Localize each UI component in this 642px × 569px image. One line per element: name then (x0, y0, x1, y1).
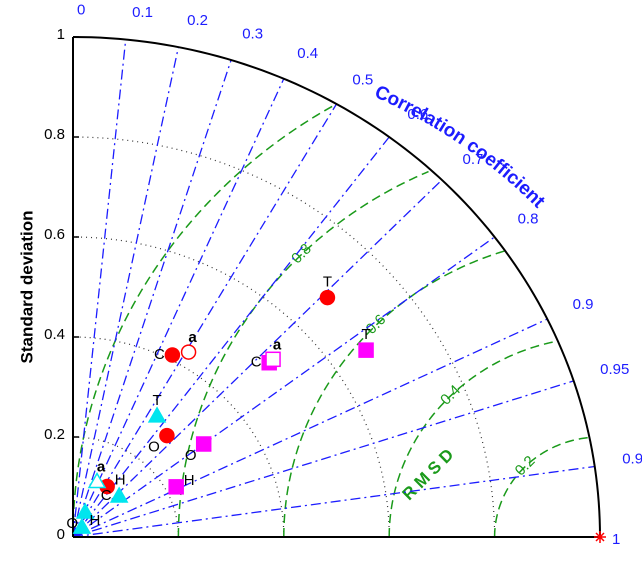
corr-tick-label: 0.5 (352, 71, 373, 88)
data-point (109, 486, 129, 503)
point-label: H (184, 472, 195, 489)
point-label: T (361, 326, 370, 343)
corr-tick-label: 0.1 (132, 4, 153, 21)
corr-grid-line (72, 380, 574, 538)
point-label: T (152, 392, 161, 409)
data-point (319, 289, 336, 306)
corr-grid-line (72, 103, 338, 538)
point-label: O (148, 439, 160, 456)
point-label: a (273, 336, 282, 353)
y-tick-label: 0.6 (44, 226, 65, 243)
corr-grid-line (72, 46, 180, 538)
corr-grid-line (72, 465, 595, 538)
data-point (265, 351, 281, 368)
corr-tick-label: 0.4 (297, 45, 318, 62)
y-tick-label: 0.4 (44, 326, 65, 343)
data-point (195, 436, 212, 452)
corr-tick-label: 0.9 (573, 296, 594, 313)
data-point (168, 479, 184, 495)
corr-axis-label-path: Correlation coefficient (371, 82, 549, 213)
std-grid-arc (72, 136, 496, 538)
corr-grid-line (72, 318, 548, 538)
corr-grid-line (72, 78, 285, 538)
corr-grid-line (72, 39, 127, 538)
corr-tick-label: 0.8 (518, 210, 539, 227)
outer-arc (72, 36, 601, 538)
reference-label: 1 (612, 531, 620, 548)
rmsd-tick-label: 0.8 (288, 240, 315, 267)
y-tick-label: 1 (57, 26, 65, 43)
point-label: a (188, 329, 197, 346)
corr-grid-line (72, 59, 232, 538)
data-point (147, 406, 167, 423)
point-label: C (154, 346, 165, 363)
data-point (358, 342, 374, 358)
y-tick-label: 0.2 (44, 426, 65, 443)
corr-grid-line (72, 179, 443, 538)
data-point (87, 471, 107, 489)
rmsd-arc (493, 436, 590, 538)
corr-tick-label: 0 (77, 1, 85, 18)
corr-tick-label: 0.6 (407, 106, 428, 123)
rmsd-arc (388, 340, 557, 538)
data-point (75, 502, 95, 519)
point-label: O (66, 515, 78, 532)
point-label: C (251, 354, 262, 371)
data-point (72, 517, 92, 534)
corr-grid-line (72, 136, 390, 538)
reference-point (594, 531, 606, 543)
corr-tick-label: 0.95 (600, 361, 629, 378)
point-label: H (115, 471, 126, 488)
corr-tick-label: 0.7 (463, 151, 484, 168)
corr-tick-label: 0.2 (187, 12, 208, 29)
point-label: T (323, 274, 332, 291)
point-label: O (185, 447, 197, 464)
y-axis-label: Standard deviation (17, 210, 36, 363)
y-tick-label: 0.8 (44, 126, 65, 143)
rmsd-arc (283, 250, 506, 538)
rmsd-label: R M S D (399, 445, 458, 504)
data-point (180, 344, 197, 360)
data-point (159, 427, 175, 444)
rmsd-tick-label: 0.2 (512, 453, 539, 480)
corr-tick-label: 0.3 (242, 26, 263, 43)
point-label: H (89, 512, 100, 529)
corr-grid-line (72, 236, 495, 538)
point-label: C (101, 487, 112, 504)
rmsd-arc (177, 170, 429, 538)
point-label: a (97, 458, 106, 475)
corr-axis-label: Correlation coefficient (371, 82, 549, 213)
corr-tick-label: 0.99 (622, 450, 642, 467)
data-point (164, 347, 181, 363)
rmsd-arc (72, 103, 337, 538)
y-tick-label: 0 (57, 526, 65, 543)
